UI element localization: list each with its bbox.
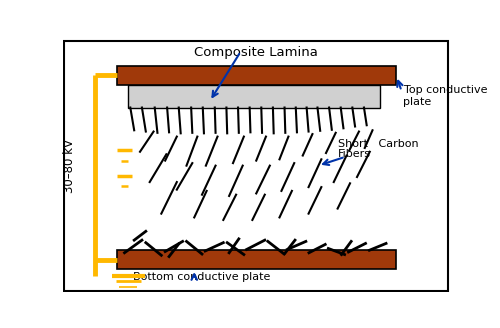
Text: Short   Carbon: Short Carbon: [338, 139, 418, 149]
Text: Bottom conductive plate: Bottom conductive plate: [134, 272, 270, 282]
Text: Fibers: Fibers: [338, 149, 370, 159]
Text: Composite Lamina: Composite Lamina: [194, 46, 318, 59]
Bar: [117, 250, 396, 269]
Bar: [117, 66, 396, 85]
Text: Top conductive
plate: Top conductive plate: [404, 85, 487, 107]
Text: 30–80 kV: 30–80 kV: [63, 139, 76, 193]
Bar: [128, 85, 380, 108]
